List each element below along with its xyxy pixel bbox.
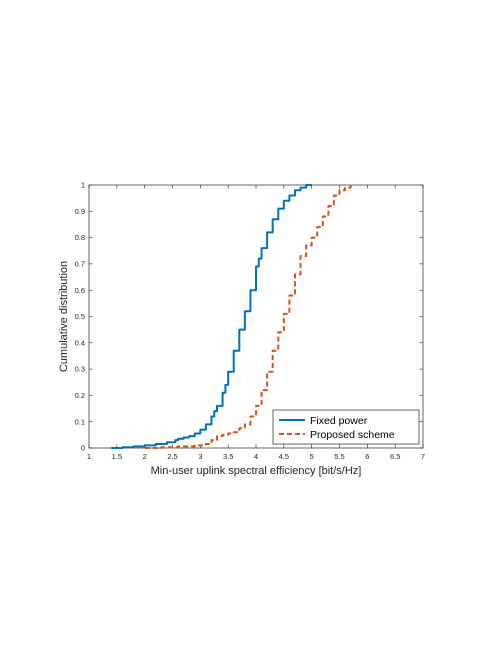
series-lines [111, 184, 352, 449]
y-tick-label: 0 [81, 444, 85, 453]
x-tick-label: 5.5 [334, 452, 344, 461]
x-tick-label: 7 [421, 452, 425, 461]
x-tick-label: 6.5 [390, 452, 400, 461]
legend-label-proposed-scheme: Proposed scheme [310, 429, 395, 441]
x-tick-label: 1.5 [112, 452, 122, 461]
x-tick-label: 2 [143, 452, 147, 461]
x-tick-label: 2.5 [167, 452, 177, 461]
x-tick-label: 1 [87, 452, 91, 461]
x-axis-label: Min-user uplink spectral efficiency [bit… [151, 465, 362, 477]
plot-area [88, 184, 424, 449]
y-tick-label: 0.2 [75, 391, 85, 400]
axis-ticks [88, 184, 424, 449]
x-tick-labels: 1 1.5 2 2.5 3 3.5 4 4.5 5 5.5 6 6.5 7 [87, 452, 425, 461]
y-tick-label: 0.4 [75, 338, 85, 347]
y-tick-label: 1 [81, 181, 85, 190]
x-tick-label: 4 [254, 452, 258, 461]
legend: Fixed power Proposed scheme [272, 409, 420, 445]
y-tick-label: 0.3 [75, 365, 85, 374]
x-tick-label: 3 [198, 452, 202, 461]
x-tick-label: 3.5 [223, 452, 233, 461]
x-tick-label: 6 [365, 452, 369, 461]
y-axis-label: Cumulative distribution [58, 261, 70, 372]
axes-frame [88, 184, 424, 449]
series-line-fixed-power [111, 184, 312, 449]
y-tick-label: 0.1 [75, 417, 85, 426]
x-tick-label: 4.5 [279, 452, 289, 461]
y-tick-label: 0.5 [75, 312, 85, 321]
y-tick-label: 0.9 [75, 207, 85, 216]
legend-label-fixed-power: Fixed power [310, 415, 368, 427]
x-tick-label: 5 [310, 452, 314, 461]
y-tick-label: 0.7 [75, 260, 85, 269]
y-tick-labels: 0 0.1 0.2 0.3 0.4 0.5 0.6 0.7 0.8 0.9 1 [75, 181, 85, 453]
y-tick-label: 0.8 [75, 233, 85, 242]
y-tick-label: 0.6 [75, 286, 85, 295]
series-line-proposed-scheme [144, 185, 352, 449]
legend-box [272, 409, 420, 445]
